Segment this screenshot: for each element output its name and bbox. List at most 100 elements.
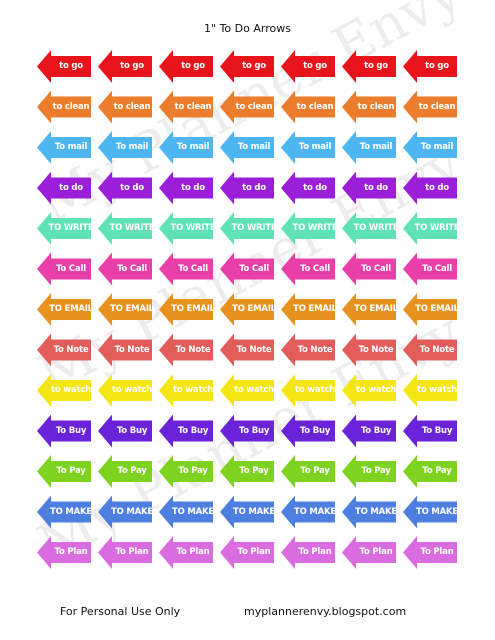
arrow-sticker-label: TO EMAIL [354, 304, 396, 315]
arrow-sticker-label: TO WRITE [231, 223, 274, 234]
arrow-sticker: To Pay [37, 455, 91, 488]
arrow-sticker: to watch [403, 374, 457, 407]
arrow-sticker: to watch [281, 374, 335, 407]
arrow-sticker-label: To Note [358, 344, 394, 355]
arrow-sticker: To Call [281, 252, 335, 286]
arrow-sticker-label: To Pay [239, 466, 269, 477]
arrow-sticker-label: To Pay [178, 466, 208, 477]
arrow-sticker: TO WRITE [403, 212, 457, 245]
arrow-sticker-label: To Pay [422, 466, 452, 477]
arrow-sticker: To Plan [159, 536, 213, 569]
arrow-sticker: to go [159, 50, 213, 83]
arrow-sticker: To Buy [159, 414, 213, 448]
arrow-sticker: to do [37, 171, 91, 205]
arrow-sticker: To Note [403, 333, 457, 367]
arrow-sticker: TO EMAIL [281, 293, 335, 326]
arrow-sticker: TO MAKE [220, 495, 274, 529]
arrow-sticker: To Buy [281, 414, 335, 448]
arrow-sticker: To Pay [98, 455, 152, 488]
arrow-sticker-label: to go [59, 61, 83, 72]
arrow-sticker: to go [37, 50, 91, 83]
arrow-sticker-label: To Plan [176, 547, 210, 558]
arrow-sticker: TO MAKE [159, 495, 213, 529]
arrow-sticker-label: to watch [173, 385, 213, 396]
arrow-sticker: To Pay [281, 455, 335, 488]
arrow-sticker-label: To Buy [238, 425, 270, 436]
arrow-sticker: to go [281, 50, 335, 83]
arrow-sticker-label: To Call [56, 263, 86, 274]
arrow-sticker-label: To Call [117, 263, 147, 274]
arrow-sticker-label: to clean [174, 101, 212, 112]
arrow-sticker: TO WRITE [220, 212, 274, 245]
arrow-sticker: to watch [159, 374, 213, 407]
arrow-sticker-label: to go [303, 61, 327, 72]
arrow-sticker: to clean [98, 90, 152, 124]
arrow-sticker: to go [98, 50, 152, 83]
arrow-sticker: To mail [159, 131, 213, 164]
arrow-sticker-label: to go [181, 61, 205, 72]
arrow-sticker: TO WRITE [281, 212, 335, 245]
arrow-sticker: TO EMAIL [98, 293, 152, 326]
arrow-sticker: To Call [403, 252, 457, 286]
arrow-sticker-label: to watch [112, 385, 152, 396]
arrow-sticker: to go [220, 50, 274, 83]
arrow-sticker-label: To Buy [360, 425, 392, 436]
arrow-sticker-label: TO MAKE [50, 506, 91, 517]
arrow-sticker: to watch [220, 374, 274, 407]
arrow-sticker: To Plan [342, 536, 396, 569]
arrow-sticker: To Call [159, 252, 213, 286]
arrow-sticker: To Buy [342, 414, 396, 448]
arrow-sticker: To Plan [37, 536, 91, 569]
sticker-grid: to go to go to go to go to go to go to go to cl… [37, 50, 457, 569]
arrow-sticker-label: TO EMAIL [110, 304, 152, 315]
arrow-sticker-label: to clean [418, 101, 456, 112]
arrow-sticker-label: to do [181, 182, 205, 193]
arrow-sticker-label: TO MAKE [416, 506, 457, 517]
arrow-sticker-label: TO WRITE [170, 223, 213, 234]
arrow-sticker: to do [342, 171, 396, 205]
arrow-sticker: to watch [37, 374, 91, 407]
arrow-sticker: To Pay [220, 455, 274, 488]
arrow-sticker: TO WRITE [37, 212, 91, 245]
arrow-sticker: to clean [342, 90, 396, 124]
arrow-sticker-label: To mail [176, 142, 210, 153]
arrow-sticker: to clean [281, 90, 335, 124]
arrow-sticker-label: To Note [297, 344, 333, 355]
arrow-sticker-label: To mail [298, 142, 332, 153]
arrow-sticker: To mail [342, 131, 396, 164]
arrow-sticker: To mail [37, 131, 91, 164]
arrow-sticker-label: To Buy [55, 425, 87, 436]
arrow-sticker-label: to do [364, 182, 388, 193]
arrow-sticker: To Buy [37, 414, 91, 448]
arrow-sticker: To Plan [98, 536, 152, 569]
arrow-sticker: To Buy [220, 414, 274, 448]
arrow-sticker: TO MAKE [403, 495, 457, 529]
arrow-sticker-label: to go [242, 61, 266, 72]
arrow-sticker: To mail [403, 131, 457, 164]
arrow-sticker: to clean [220, 90, 274, 124]
arrow-sticker-label: To Plan [54, 547, 88, 558]
arrow-sticker: To Note [37, 333, 91, 367]
arrow-sticker-label: To mail [359, 142, 393, 153]
arrow-sticker-label: To Plan [237, 547, 271, 558]
arrow-sticker-label: TO MAKE [233, 506, 274, 517]
arrow-sticker: to do [281, 171, 335, 205]
arrow-sticker: TO EMAIL [37, 293, 91, 326]
arrow-sticker: To Pay [159, 455, 213, 488]
arrow-sticker-label: To mail [420, 142, 454, 153]
arrow-sticker-label: To Buy [421, 425, 453, 436]
arrow-sticker: To Pay [403, 455, 457, 488]
arrow-sticker: To Plan [403, 536, 457, 569]
arrow-sticker-label: to clean [113, 101, 151, 112]
arrow-sticker-label: TO WRITE [292, 223, 335, 234]
arrow-sticker: TO WRITE [98, 212, 152, 245]
arrow-sticker-label: To Pay [300, 466, 330, 477]
arrow-sticker-label: To Note [175, 344, 211, 355]
arrow-sticker: To Call [342, 252, 396, 286]
arrow-sticker-label: To mail [237, 142, 271, 153]
arrow-sticker: To Call [98, 252, 152, 286]
arrow-sticker: to clean [37, 90, 91, 124]
arrow-sticker-label: To Note [53, 344, 89, 355]
arrow-sticker-label: To Plan [359, 547, 393, 558]
arrow-sticker: To Note [220, 333, 274, 367]
